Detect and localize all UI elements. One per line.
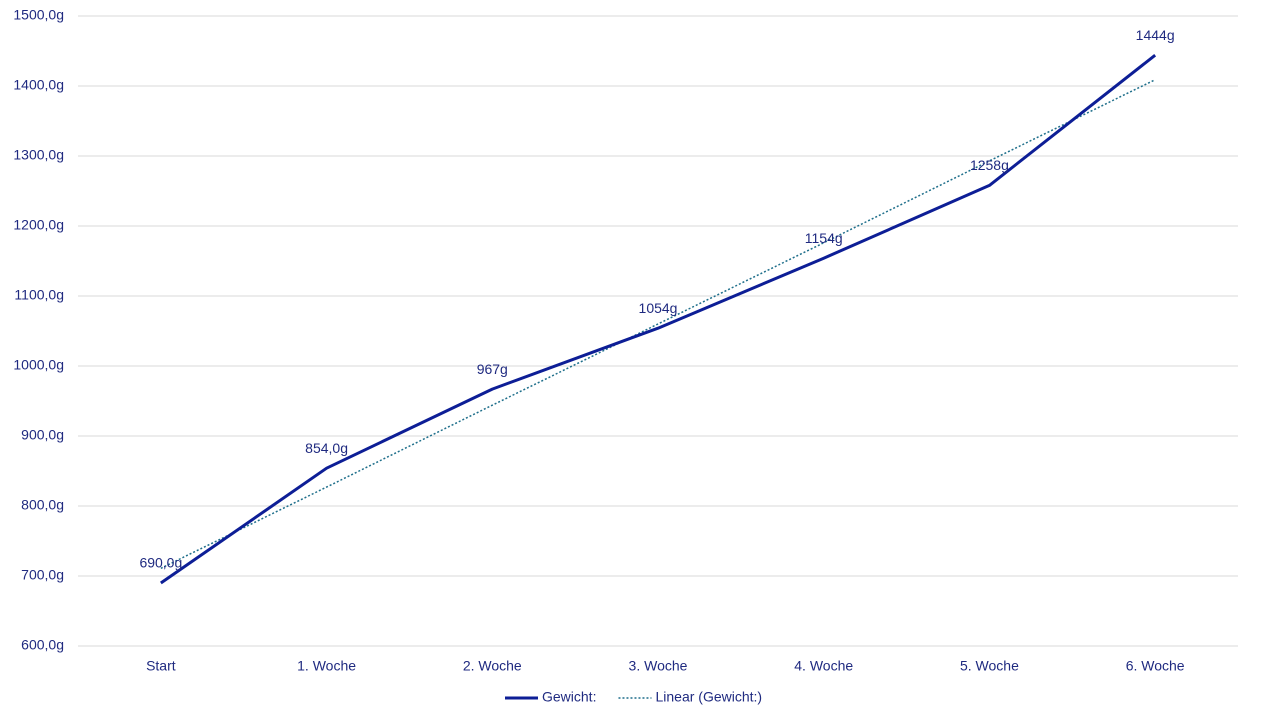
data-label: 1054g xyxy=(639,300,678,316)
y-tick-label: 700,0g xyxy=(21,567,64,583)
y-tick-label: 1300,0g xyxy=(13,147,64,163)
x-tick-label: 2. Woche xyxy=(463,658,522,674)
series-line xyxy=(160,79,1156,569)
data-label: 1258g xyxy=(970,157,1009,173)
legend-label: Linear (Gewicht:) xyxy=(655,689,762,705)
data-label: 690,0g xyxy=(139,555,182,571)
y-tick-label: 1200,0g xyxy=(13,217,64,233)
x-tick-label: Start xyxy=(146,658,176,674)
y-tick-label: 1500,0g xyxy=(13,7,64,23)
x-tick-label: 6. Woche xyxy=(1126,658,1185,674)
data-label: 967g xyxy=(477,361,508,377)
y-tick-label: 600,0g xyxy=(21,637,64,653)
data-label: 854,0g xyxy=(305,440,348,456)
data-label: 1154g xyxy=(805,230,843,246)
x-tick-label: 3. Woche xyxy=(629,658,688,674)
legend-label: Gewicht: xyxy=(542,689,596,705)
data-label: 1444g xyxy=(1136,27,1175,43)
y-tick-label: 1000,0g xyxy=(13,357,64,373)
y-tick-label: 1100,0g xyxy=(14,287,64,303)
y-tick-label: 1400,0g xyxy=(13,77,64,93)
x-tick-label: 4. Woche xyxy=(794,658,853,674)
y-tick-label: 900,0g xyxy=(21,427,64,443)
x-tick-label: 1. Woche xyxy=(297,658,356,674)
y-tick-label: 800,0g xyxy=(21,497,64,513)
x-tick-label: 5. Woche xyxy=(960,658,1019,674)
series-line xyxy=(160,54,1157,585)
